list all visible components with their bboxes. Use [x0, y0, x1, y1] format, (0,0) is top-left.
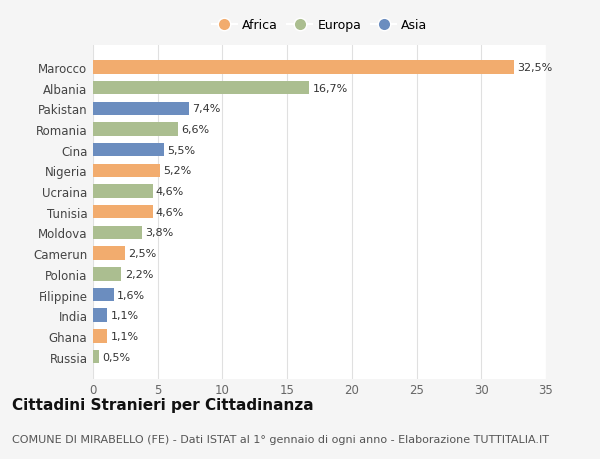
Text: 2,5%: 2,5% [128, 249, 157, 258]
Bar [93, 102, 189, 116]
Bar [93, 206, 152, 219]
Text: 5,5%: 5,5% [167, 146, 196, 155]
Text: 1,1%: 1,1% [110, 331, 139, 341]
Text: 4,6%: 4,6% [156, 207, 184, 217]
Text: 7,4%: 7,4% [192, 104, 220, 114]
Bar [93, 226, 142, 240]
Bar [93, 247, 125, 260]
Bar [93, 144, 164, 157]
Text: 0,5%: 0,5% [103, 352, 131, 362]
Text: 32,5%: 32,5% [517, 63, 552, 73]
Text: 2,2%: 2,2% [125, 269, 153, 279]
Bar [93, 288, 114, 302]
Text: 16,7%: 16,7% [313, 84, 347, 93]
Bar [93, 164, 160, 178]
Bar [93, 123, 178, 136]
Bar [93, 268, 121, 281]
Legend: Africa, Europa, Asia: Africa, Europa, Asia [212, 19, 427, 32]
Text: 4,6%: 4,6% [156, 187, 184, 196]
Bar [93, 309, 107, 322]
Bar [93, 82, 309, 95]
Bar [93, 61, 514, 74]
Text: 1,6%: 1,6% [117, 290, 145, 300]
Text: 3,8%: 3,8% [145, 228, 173, 238]
Text: 1,1%: 1,1% [110, 311, 139, 320]
Text: 6,6%: 6,6% [182, 125, 210, 134]
Text: COMUNE DI MIRABELLO (FE) - Dati ISTAT al 1° gennaio di ogni anno - Elaborazione : COMUNE DI MIRABELLO (FE) - Dati ISTAT al… [12, 434, 549, 444]
Bar [93, 350, 100, 364]
Bar [93, 185, 152, 198]
Text: 5,2%: 5,2% [164, 166, 192, 176]
Bar [93, 330, 107, 343]
Text: Cittadini Stranieri per Cittadinanza: Cittadini Stranieri per Cittadinanza [12, 397, 314, 412]
